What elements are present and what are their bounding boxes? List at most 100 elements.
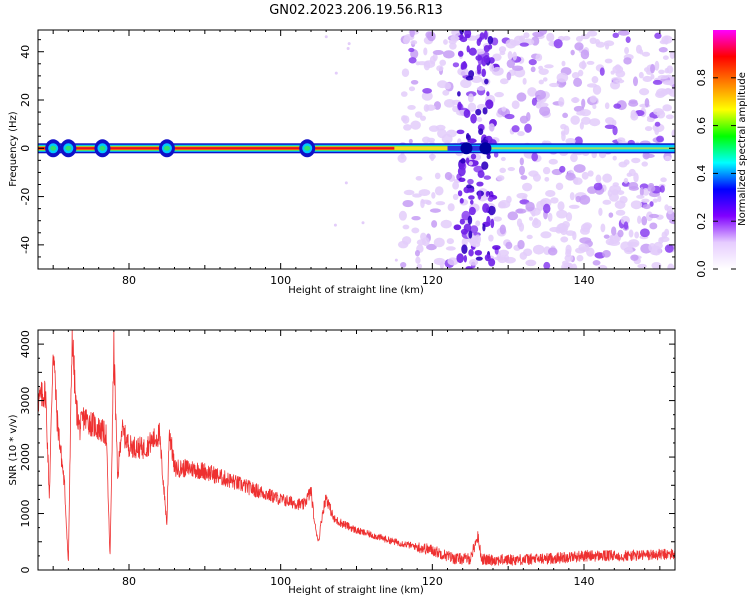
spectrogram-noise-blob: [586, 83, 598, 88]
spectrogram-noise-blob: [538, 102, 549, 108]
spectrogram-noise-blob: [662, 104, 672, 112]
snr-y-tick-label: 0: [19, 567, 32, 574]
spectrogram-noise-blob: [400, 91, 408, 97]
spectrogram-noise-column-blob: [468, 249, 474, 257]
spectrogram-noise-blob: [571, 72, 580, 79]
spectrogram-noise-blob: [581, 98, 586, 109]
spectrogram-noise-blob: [519, 157, 524, 166]
spectrogram-noise-blob: [602, 249, 611, 258]
spectrogram-noise-blob: [491, 66, 504, 76]
spectrogram-noise-blob: [531, 97, 537, 106]
snr-plot-area: [38, 330, 675, 570]
spectrogram-noise-blob: [324, 35, 328, 39]
spectrogram-noise-blob: [578, 243, 590, 252]
spectrogram-burst-core: [65, 145, 72, 151]
spectrogram-noise-blob: [644, 126, 653, 132]
spectrogram-noise-blob: [639, 49, 644, 55]
spectrogram-noise-blob: [611, 119, 617, 127]
spectrogram-noise-blob: [498, 249, 510, 257]
spectrogram-noise-blob: [593, 182, 603, 191]
spectrogram-noise-blob: [565, 212, 573, 222]
spectrogram-noise-blob: [591, 76, 599, 84]
spectrogram-noise-blob: [498, 46, 507, 53]
spectrogram-noise-blob: [656, 135, 664, 143]
spectrogram-noise-blob: [597, 264, 608, 269]
spectrogram-noise-column-blob: [478, 128, 484, 135]
spectrogram-noise-column-blob: [470, 199, 474, 205]
spectrogram-noise-column-blob: [466, 184, 472, 189]
colorbar-tick-label: 0.4: [695, 165, 708, 183]
spectrogram-noise-blob: [548, 158, 558, 165]
spectrogram-x-tick-label: 80: [122, 274, 136, 287]
spectrogram-noise-blob: [660, 177, 667, 183]
spectrogram-noise-blob: [595, 174, 602, 183]
spectrogram-noise-blob: [447, 203, 455, 212]
spectrogram-noise-blob: [409, 30, 415, 38]
spectrogram-noise-blob: [565, 230, 576, 236]
spectrogram-noise-blob: [517, 239, 525, 250]
spectrogram-noise-blob: [426, 243, 437, 251]
spectrogram-noise-column-blob: [481, 56, 487, 67]
spectrogram-noise-blobs: [324, 30, 675, 269]
spectrogram-noise-blob: [499, 224, 506, 235]
spectrogram-noise-blob: [623, 177, 629, 184]
spectrogram-noise-blob: [630, 254, 639, 261]
spectrogram-noise-column-blob: [484, 78, 489, 85]
spectrogram-noise-blob: [540, 231, 552, 239]
spectrogram-noise-blob: [624, 46, 630, 55]
spectrogram-noise-column-blob: [459, 36, 468, 43]
spectrogram-y-tick-label: -40: [19, 236, 32, 254]
spectrogram-noise-blob: [625, 36, 631, 43]
spectrogram-noise-blob: [578, 61, 587, 69]
spectrogram-noise-blob: [440, 219, 452, 229]
spectrogram-x-tick-label: 100: [270, 274, 291, 287]
spectrogram-noise-blob: [410, 120, 421, 130]
spectrogram-noise-blob: [535, 89, 547, 100]
spectrogram-noise-blob: [644, 98, 650, 108]
spectrogram-ridge-knot: [479, 142, 492, 155]
spectrogram-noise-column-blob: [485, 191, 490, 197]
spectrogram-noise-blob: [410, 79, 419, 85]
spectrogram-noise-blob: [347, 42, 351, 46]
spectrogram-noise-blob: [669, 50, 675, 59]
spectrogram-noise-blob: [642, 188, 650, 196]
spectrogram-noise-blob: [540, 199, 547, 204]
spectrogram-noise-column-blob: [477, 170, 485, 179]
spectrogram-noise-column-blob: [475, 55, 483, 61]
spectrogram-noise-blob: [416, 263, 423, 269]
spectrogram-noise-blob: [617, 229, 624, 238]
spectrogram-noise-blob: [444, 82, 452, 90]
spectrogram-noise-blob: [639, 228, 650, 238]
spectrogram-noise-blob: [522, 182, 533, 192]
spectrogram-noise-blob: [467, 102, 477, 112]
spectrogram-noise-blob: [568, 204, 580, 209]
spectrogram-noise-blob: [439, 59, 447, 66]
snr-x-tick-label: 80: [122, 575, 136, 588]
spectrogram-noise-blob: [570, 153, 578, 163]
spectrogram-noise-blob: [419, 115, 427, 121]
spectrogram-noise-blob: [507, 51, 513, 60]
spectrogram-noise-blob: [441, 133, 453, 144]
spectrogram-noise-blob: [535, 53, 543, 62]
spectrogram-noise-blob: [422, 237, 430, 247]
snr-x-tick-label: 140: [574, 575, 595, 588]
spectrogram-noise-blob: [555, 182, 564, 191]
spectrogram-noise-column-blob: [459, 218, 466, 225]
spectrogram-noise-column-blob: [460, 158, 466, 164]
spectrogram-y-tick-label: 40: [19, 45, 32, 59]
spectrogram-ridge: [38, 139, 675, 158]
spectrogram-noise-blob: [582, 222, 593, 230]
spectrogram-noise-blob: [589, 118, 601, 127]
spectrogram-noise-blob: [525, 201, 535, 212]
spectrogram-noise-blob: [430, 153, 435, 162]
spectrogram-noise-blob: [659, 185, 665, 193]
spectrogram-noise-blob: [408, 57, 417, 64]
spectrogram-noise-blob: [488, 234, 494, 242]
spectrogram-noise-blob: [615, 209, 626, 216]
spectrogram-noise-blob: [516, 218, 523, 228]
spectrogram-noise-blob: [527, 87, 537, 97]
spectrogram-noise-blob: [581, 171, 589, 180]
spectrogram-noise-blob: [445, 246, 456, 251]
spectrogram-noise-column-blob: [459, 198, 464, 204]
spectrogram-noise-blob: [549, 227, 560, 233]
